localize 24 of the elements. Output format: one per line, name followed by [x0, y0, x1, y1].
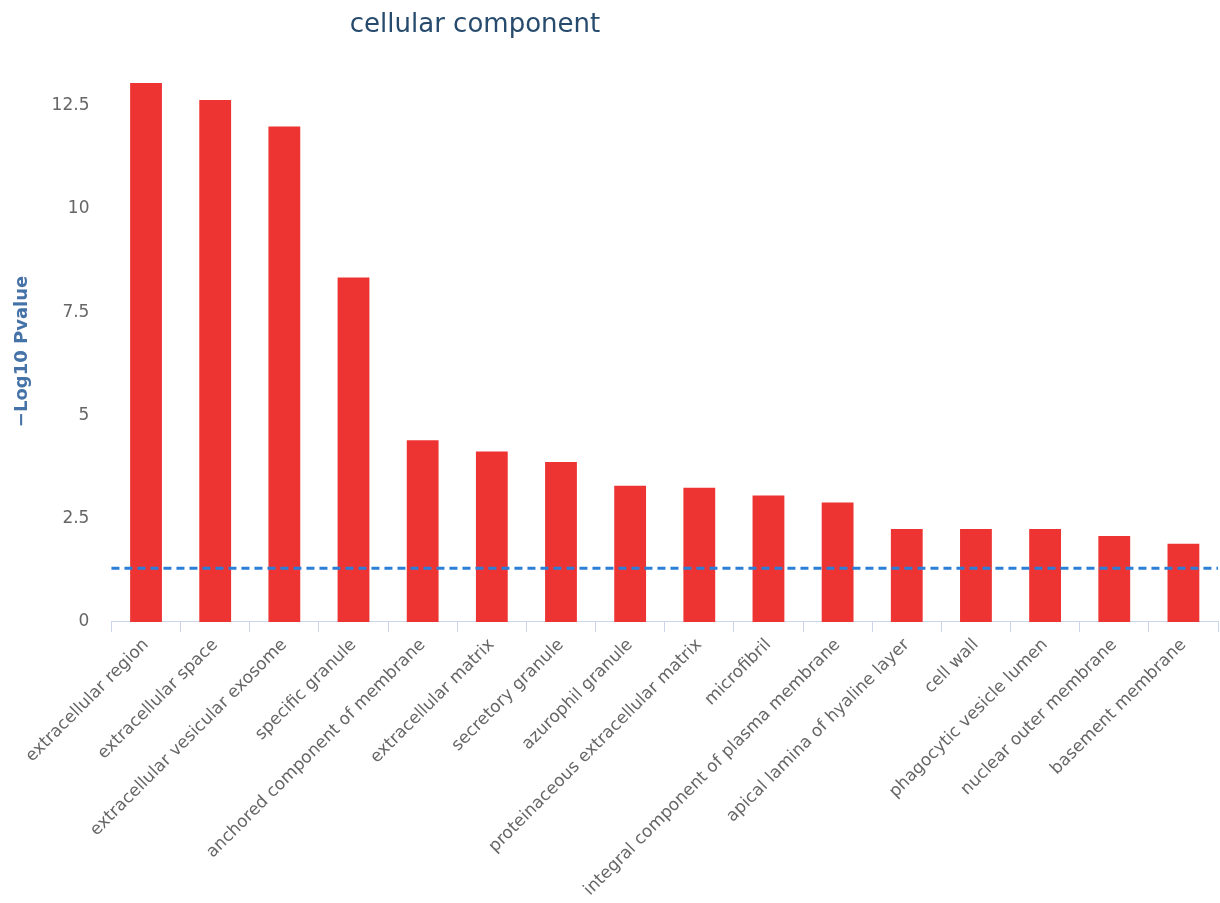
y-tick-label: 7.5: [62, 300, 90, 321]
bar: [1098, 536, 1131, 622]
y-tick-label: 0: [78, 610, 90, 631]
bar: [337, 277, 370, 622]
bar: [268, 126, 301, 622]
y-tick-label: 2.5: [62, 507, 90, 528]
bar: [406, 440, 439, 622]
bar: [821, 502, 854, 622]
bar: [614, 485, 647, 622]
bar: [545, 462, 577, 622]
bar: [960, 529, 992, 622]
bar: [130, 83, 162, 622]
y-tick-label: 12.5: [51, 94, 90, 115]
y-axis-title: −Log10 Pvalue: [10, 275, 32, 428]
bar: [890, 529, 923, 622]
bar: [752, 495, 785, 622]
chart-title: cellular component: [348, 8, 602, 38]
bar: [1029, 529, 1062, 622]
bar: [199, 99, 232, 622]
y-tick-label: 10: [67, 197, 90, 218]
bar: [683, 487, 716, 622]
bar: [475, 451, 508, 622]
y-tick-label: 5: [78, 403, 90, 424]
bar: [1167, 543, 1200, 622]
